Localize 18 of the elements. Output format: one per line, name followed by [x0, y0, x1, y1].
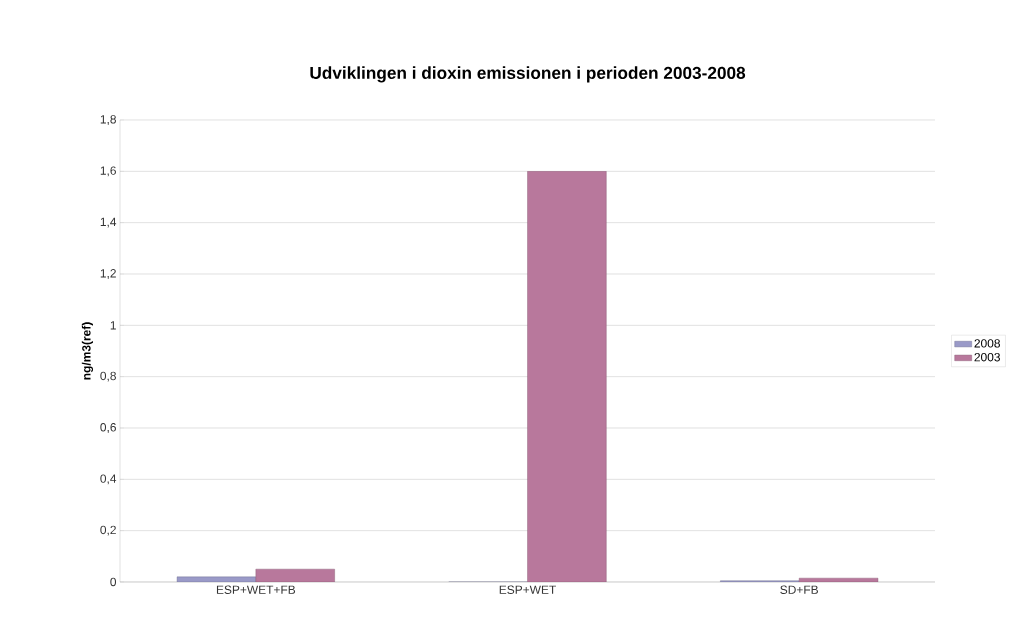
y-tick-label: 1,8 — [100, 115, 116, 125]
x-tick-label: SD+FB — [780, 585, 818, 594]
legend-label: 2003 — [974, 352, 1000, 362]
y-tick-label: 0,6 — [100, 423, 116, 433]
y-tick-label: 1,4 — [100, 217, 117, 228]
y-tick-label: 0,2 — [100, 525, 116, 536]
y-tick-label: 1,2 — [100, 269, 116, 279]
bar — [527, 171, 607, 582]
y-tick-label: 1 — [110, 321, 116, 330]
x-tick-label: ESP+WET+FB — [216, 585, 296, 594]
y-tick-label: 0 — [110, 577, 117, 587]
chart-title: Udviklingen i dioxin emissionen i perioden 2003-2008 — [310, 66, 746, 83]
y-tick-label: 0,4 — [100, 474, 117, 485]
y-axis-title: ng/m3(ref) — [81, 322, 94, 380]
y-tick-label: 0,8 — [100, 371, 116, 382]
y-tick-label: 1,6 — [100, 166, 116, 177]
x-tick-label: ESP+WET — [499, 585, 556, 594]
legend-label: 2008 — [974, 339, 1000, 348]
